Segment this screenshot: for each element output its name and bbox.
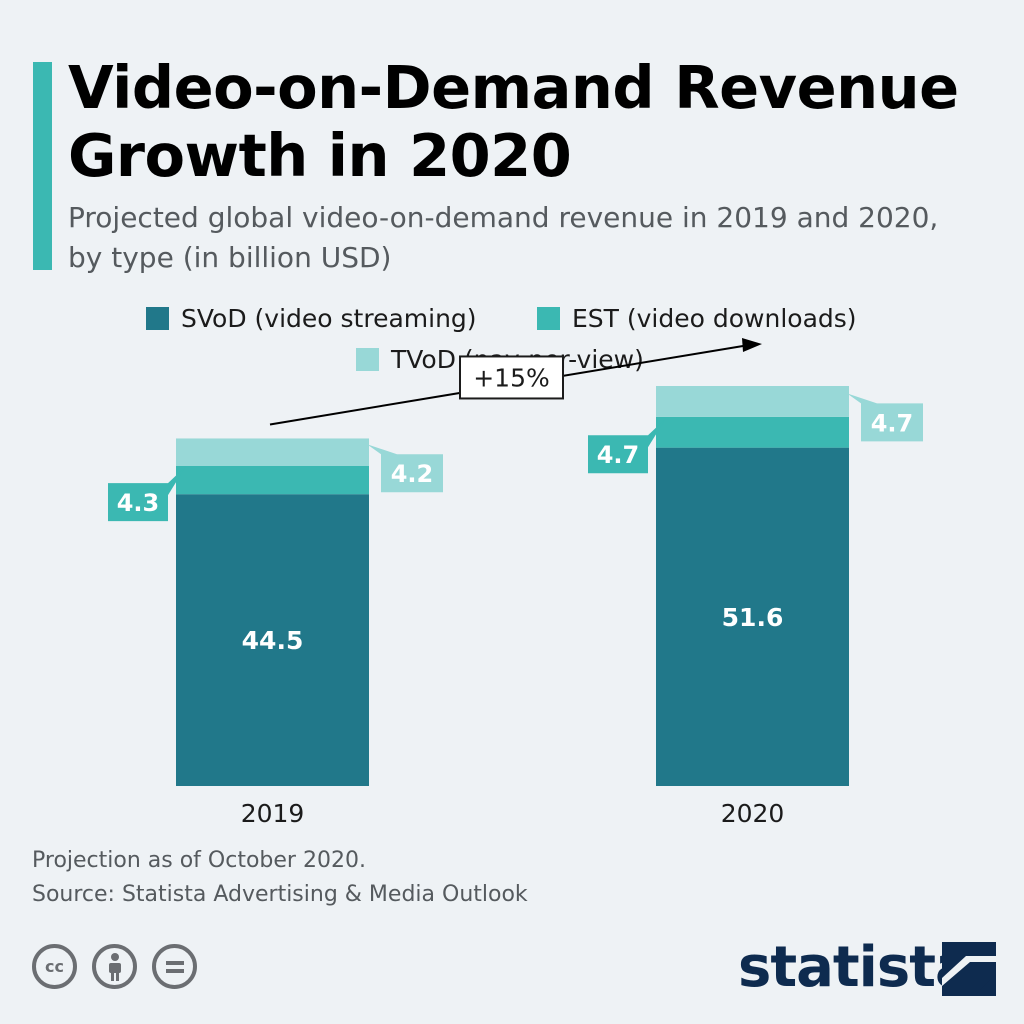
x-tick-label-2020: 2020 bbox=[721, 799, 785, 828]
data-label-svod-2019: 44.5 bbox=[242, 626, 304, 655]
data-label-est-2020: 4.7 bbox=[597, 441, 640, 469]
no-derivatives-icon[interactable] bbox=[152, 944, 197, 989]
statista-wordmark[interactable]: statista bbox=[738, 935, 973, 1000]
footnote-projection: Projection as of October 2020. bbox=[32, 848, 366, 873]
chart-subtitle: Projected global video-on-demand revenue… bbox=[68, 201, 939, 274]
bar-est-2020 bbox=[656, 416, 849, 448]
bar-svod-2019 bbox=[176, 494, 369, 786]
bar-svod-2020 bbox=[656, 447, 849, 786]
x-tick-label-2019: 2019 bbox=[241, 799, 305, 828]
growth-annotation-box bbox=[459, 355, 564, 400]
chart-title: Video-on-Demand Revenue Growth in 2020 bbox=[68, 53, 959, 190]
legend-item-svod: SVoD (video streaming) bbox=[146, 304, 477, 333]
legend-label-svod: SVoD (video streaming) bbox=[181, 304, 477, 333]
footnote-source: Source: Statista Advertising & Media Out… bbox=[32, 882, 528, 907]
data-label-tvod-2019: 4.2 bbox=[391, 460, 434, 488]
data-callout-est-2019 bbox=[108, 466, 186, 522]
data-label-svod-2020: 51.6 bbox=[722, 603, 784, 632]
title-accent-bar bbox=[33, 62, 52, 270]
bar-tvod-2019 bbox=[176, 438, 369, 466]
bar-est-2019 bbox=[176, 466, 369, 495]
data-label-est-2019: 4.3 bbox=[117, 489, 160, 517]
data-callout-est-2020 bbox=[588, 418, 666, 474]
growth-arrow-head bbox=[742, 338, 762, 352]
statista-logo-icon[interactable] bbox=[942, 942, 996, 996]
legend-label-est: EST (video downloads) bbox=[572, 304, 857, 333]
legend-swatch-svod bbox=[146, 307, 169, 330]
growth-annotation-label: +15% bbox=[473, 363, 550, 392]
legend-item-est: EST (video downloads) bbox=[537, 304, 857, 333]
legend-swatch-est bbox=[537, 307, 560, 330]
bar-tvod-2020 bbox=[656, 386, 849, 417]
legend-swatch-tvod bbox=[356, 348, 379, 371]
data-callout-tvod-2019 bbox=[367, 444, 443, 493]
data-callout-tvod-2020 bbox=[847, 393, 923, 442]
attribution-icon[interactable] bbox=[92, 944, 137, 989]
creative-commons-icon[interactable]: cc bbox=[32, 944, 77, 989]
data-label-tvod-2020: 4.7 bbox=[871, 409, 914, 437]
